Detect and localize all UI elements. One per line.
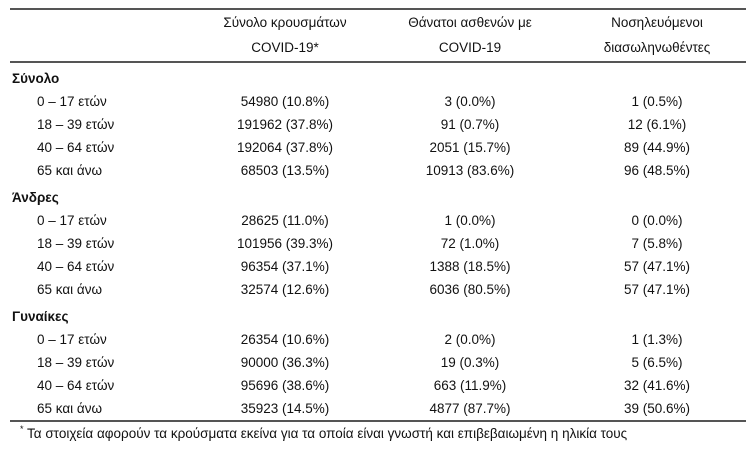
age-group-cell: 0 – 17 ετών xyxy=(37,332,107,347)
top-rule xyxy=(10,8,746,10)
intubated-cell: 39 (50.6%) xyxy=(623,401,691,416)
footnote-text: Τα στοιχεία αφορούν τα κρούσματα εκείνα … xyxy=(27,426,628,441)
deaths-cell: 72 (1.0%) xyxy=(440,236,500,251)
section-title: Γυναίκες xyxy=(12,309,69,324)
deaths-cell: 3 (0.0%) xyxy=(444,94,496,109)
header-cases: Σύνολο κρουσμάτων COVID-19* xyxy=(185,10,385,60)
intubated-cell: 1 (0.5%) xyxy=(631,94,683,109)
table-row: 0 – 17 ετών 28625 (11.0%) 1 (0.0%) 0 (0.0%) xyxy=(0,209,752,232)
table-row: 40 – 64 ετών 95696 (38.6%) 663 (11.9%) 32 (… xyxy=(0,374,752,397)
intubated-cell: 89 (44.9%) xyxy=(623,140,691,155)
cases-cell: 191962 (37.8%) xyxy=(236,117,334,132)
header-rule xyxy=(10,61,746,63)
deaths-cell: 663 (11.9%) xyxy=(433,378,507,393)
intubated-cell: 1 (1.3%) xyxy=(631,332,683,347)
cases-cell: 35923 (14.5%) xyxy=(240,401,330,416)
deaths-cell: 1388 (18.5%) xyxy=(429,259,511,274)
intubated-cell: 57 (47.1%) xyxy=(623,259,691,274)
table-row: 40 – 64 ετών 192064 (37.8%) 2051 (15.7%) 89… xyxy=(0,136,752,159)
deaths-cell: 1 (0.0%) xyxy=(444,213,496,228)
header-line: Σύνολο κρουσμάτων xyxy=(223,15,347,30)
footnote-marker: * xyxy=(20,424,24,434)
cases-cell: 101956 (39.3%) xyxy=(236,236,334,251)
deaths-cell: 91 (0.7%) xyxy=(440,117,500,132)
age-group-cell: 18 – 39 ετών xyxy=(37,236,115,251)
table-row: 40 – 64 ετών 96354 (37.1%) 1388 (18.5%) 57 … xyxy=(0,255,752,278)
header-line: COVID-19 xyxy=(438,40,502,55)
intubated-cell: 57 (47.1%) xyxy=(623,282,691,297)
deaths-cell: 2051 (15.7%) xyxy=(429,140,511,155)
cases-cell: 32574 (12.6%) xyxy=(240,282,330,297)
header-line: COVID-19* xyxy=(251,40,319,55)
cases-cell: 26354 (10.6%) xyxy=(240,332,330,347)
intubated-cell: 12 (6.1%) xyxy=(627,117,687,132)
cases-cell: 54980 (10.8%) xyxy=(240,94,330,109)
cases-cell: 28625 (11.0%) xyxy=(241,213,329,228)
header-intubated: Νοσηλευόμενοι διασωληνωθέντες xyxy=(557,10,752,60)
intubated-cell: 96 (48.5%) xyxy=(623,163,691,178)
age-group-cell: 65 και άνω xyxy=(37,401,103,416)
age-group-cell: 18 – 39 ετών xyxy=(37,117,115,132)
deaths-cell: 2 (0.0%) xyxy=(444,332,496,347)
table-row: 0 – 17 ετών 26354 (10.6%) 2 (0.0%) 1 (1.3%) xyxy=(0,328,752,351)
cases-cell: 68503 (13.5%) xyxy=(240,163,330,178)
age-group-cell: 65 και άνω xyxy=(37,163,103,178)
section-title: Άνδρες xyxy=(12,190,59,205)
intubated-cell: 5 (6.5%) xyxy=(631,355,683,370)
table-row: 65 και άνω 35923 (14.5%) 4877 (87.7%) 39 (5… xyxy=(0,397,752,420)
bottom-rule xyxy=(10,420,746,422)
age-group-cell: 40 – 64 ετών xyxy=(37,378,115,393)
age-group-cell: 0 – 17 ετών xyxy=(37,213,107,228)
deaths-cell: 19 (0.3%) xyxy=(440,355,500,370)
age-group-cell: 40 – 64 ετών xyxy=(37,140,115,155)
cases-cell: 90000 (36.3%) xyxy=(240,355,330,370)
age-group-cell: 65 και άνω xyxy=(37,282,103,297)
table-row: 0 – 17 ετών 54980 (10.8%) 3 (0.0%) 1 (0.5%) xyxy=(0,90,752,113)
age-group-cell: 0 – 17 ετών xyxy=(37,94,107,109)
footnote: * Τα στοιχεία αφορούν τα κρούσματα εκείν… xyxy=(20,424,628,441)
deaths-cell: 10913 (83.6%) xyxy=(425,163,515,178)
header-line: Θάνατοι ασθενών με xyxy=(408,15,532,30)
intubated-cell: 7 (5.8%) xyxy=(631,236,683,251)
deaths-cell: 6036 (80.5%) xyxy=(429,282,511,297)
header-line: Νοσηλευόμενοι xyxy=(611,15,703,30)
deaths-cell: 4877 (87.7%) xyxy=(429,401,511,416)
header-line: διασωληνωθέντες xyxy=(603,40,711,55)
age-group-cell: 40 – 64 ετών xyxy=(37,259,115,274)
table-row: 18 – 39 ετών 191962 (37.8%) 91 (0.7%) 12 (6… xyxy=(0,113,752,136)
intubated-cell: 32 (41.6%) xyxy=(623,378,691,393)
table-row: 18 – 39 ετών 90000 (36.3%) 19 (0.3%) 5 (6.5… xyxy=(0,351,752,374)
age-group-cell: 18 – 39 ετών xyxy=(37,355,115,370)
cases-cell: 192064 (37.8%) xyxy=(236,140,334,155)
header-deaths: Θάνατοι ασθενών με COVID-19 xyxy=(370,10,570,60)
section-title: Σύνολο xyxy=(12,71,60,86)
table-row: 65 και άνω 68503 (13.5%) 10913 (83.6%) 96 (… xyxy=(0,159,752,182)
table-row: 65 και άνω 32574 (12.6%) 6036 (80.5%) 57 (4… xyxy=(0,278,752,301)
cases-cell: 96354 (37.1%) xyxy=(240,259,330,274)
cases-cell: 95696 (38.6%) xyxy=(240,378,330,393)
table-row: 18 – 39 ετών 101956 (39.3%) 72 (1.0%) 7 (5.… xyxy=(0,232,752,255)
intubated-cell: 0 (0.0%) xyxy=(631,213,683,228)
